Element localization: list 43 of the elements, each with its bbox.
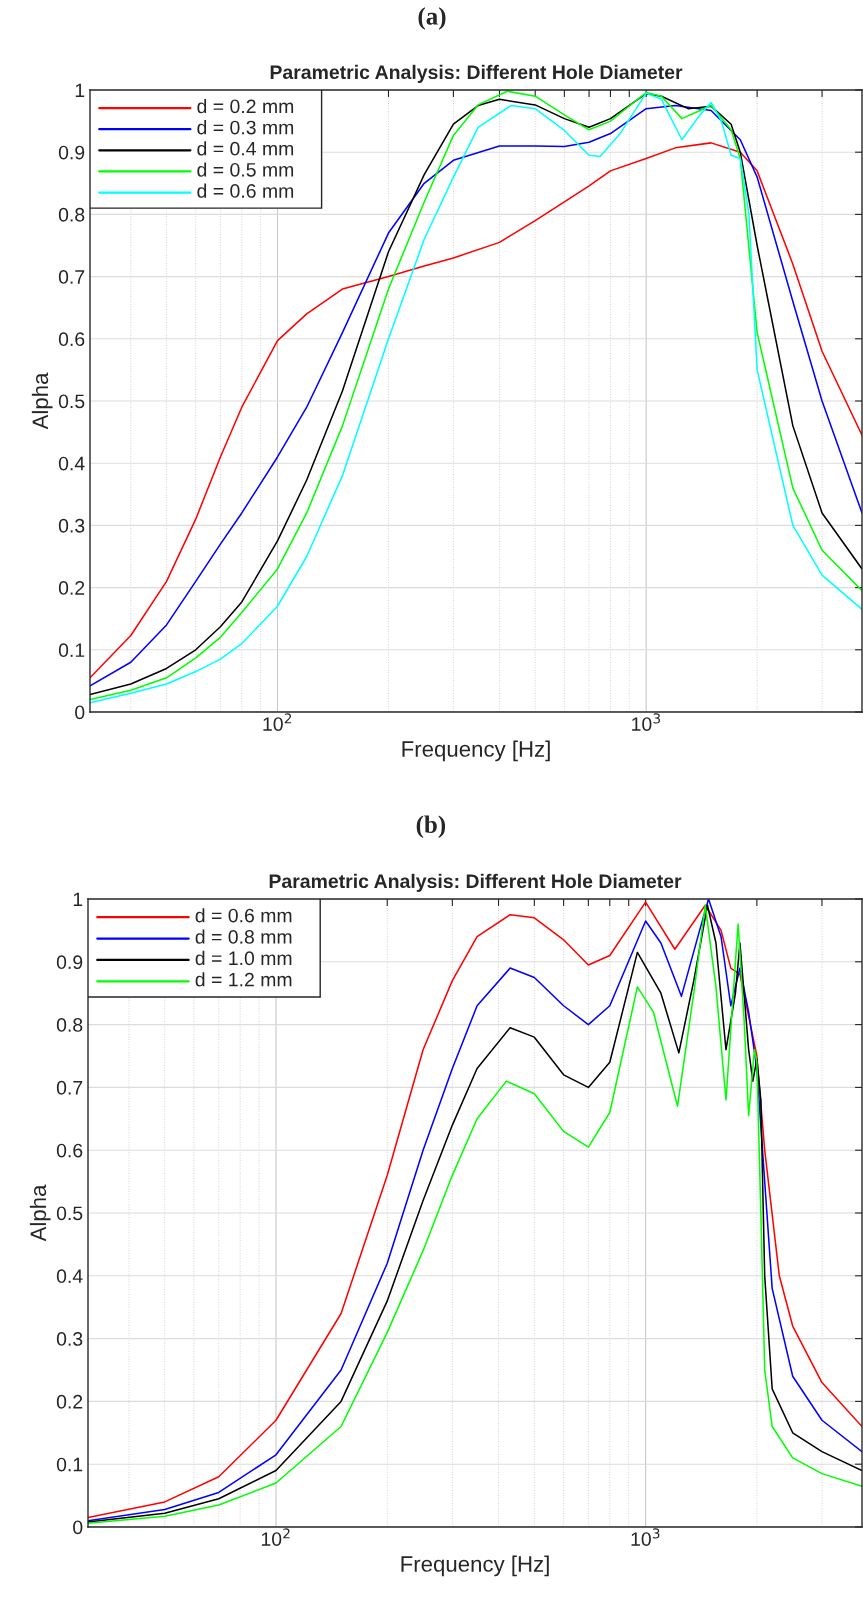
y-tick-label: 0.8 (56, 1018, 83, 1032)
y-tick-label: 0.4 (58, 456, 85, 471)
legend-label: d = 0.6 mm (195, 908, 292, 923)
x-tick-label: 10$^{2}$ (261, 1528, 290, 1546)
y-tick-label: 1 (75, 83, 85, 98)
text: (b) (416, 815, 446, 839)
y-axis-title: Alpha (31, 372, 53, 430)
legend-label: d = 0.3 mm (197, 120, 294, 135)
y-tick-label: 0.5 (58, 394, 85, 409)
y-tick-label: 0.7 (56, 1080, 83, 1095)
y-tick-label: 1 (73, 892, 83, 907)
y-tick-label: 0.5 (56, 1206, 83, 1221)
y-tick-label: 0.3 (58, 518, 85, 533)
y-tick-label: 0.3 (56, 1332, 83, 1346)
y-tick-label: 0 (73, 1520, 83, 1535)
text: (a) (418, 7, 446, 30)
y-tick-label: 0.2 (58, 581, 85, 595)
y-tick-label: 0.6 (56, 1143, 83, 1158)
x-axis-title: Frequency [Hz] (401, 1555, 549, 1577)
y-tick-label: 0.8 (58, 207, 85, 222)
legend-label: d = 0.6 mm (197, 183, 294, 198)
y-axis-title: Alpha (29, 1184, 51, 1242)
y-tick-label: 0.2 (56, 1394, 83, 1409)
chart-title: Parametric Analysis: Different Hole Diameter (270, 64, 683, 83)
legend-label: d = 0.8 mm (195, 929, 292, 944)
y-tick-label: 0.1 (56, 1457, 83, 1472)
legend-label: d = 0.4 mm (197, 141, 294, 156)
legend-label: d = 0.5 mm (197, 162, 294, 177)
legend-label: d = 1.2 mm (195, 972, 292, 987)
x-tick-label: 10$^{3}$ (632, 713, 660, 731)
legend-label: d = 1.0 mm (195, 950, 292, 966)
y-tick-label: 0.6 (58, 332, 85, 347)
y-tick-label: 0.4 (56, 1269, 83, 1284)
x-tick-label: 10$^{2}$ (263, 713, 292, 731)
y-tick-label: 0.1 (58, 643, 85, 658)
y-tick-label: 0.7 (58, 270, 85, 284)
y-tick-label: 0.9 (58, 145, 85, 160)
x-tick-label: 10$^{3}$ (631, 1528, 660, 1546)
y-tick-label: 0 (75, 705, 85, 720)
legend-label: d = 0.2 mm (197, 98, 294, 114)
y-tick-label: 0.9 (56, 955, 83, 970)
x-axis-title: Frequency [Hz] (402, 740, 550, 762)
chart-title: Parametric Analysis: Different Hole Diameter (269, 873, 682, 892)
